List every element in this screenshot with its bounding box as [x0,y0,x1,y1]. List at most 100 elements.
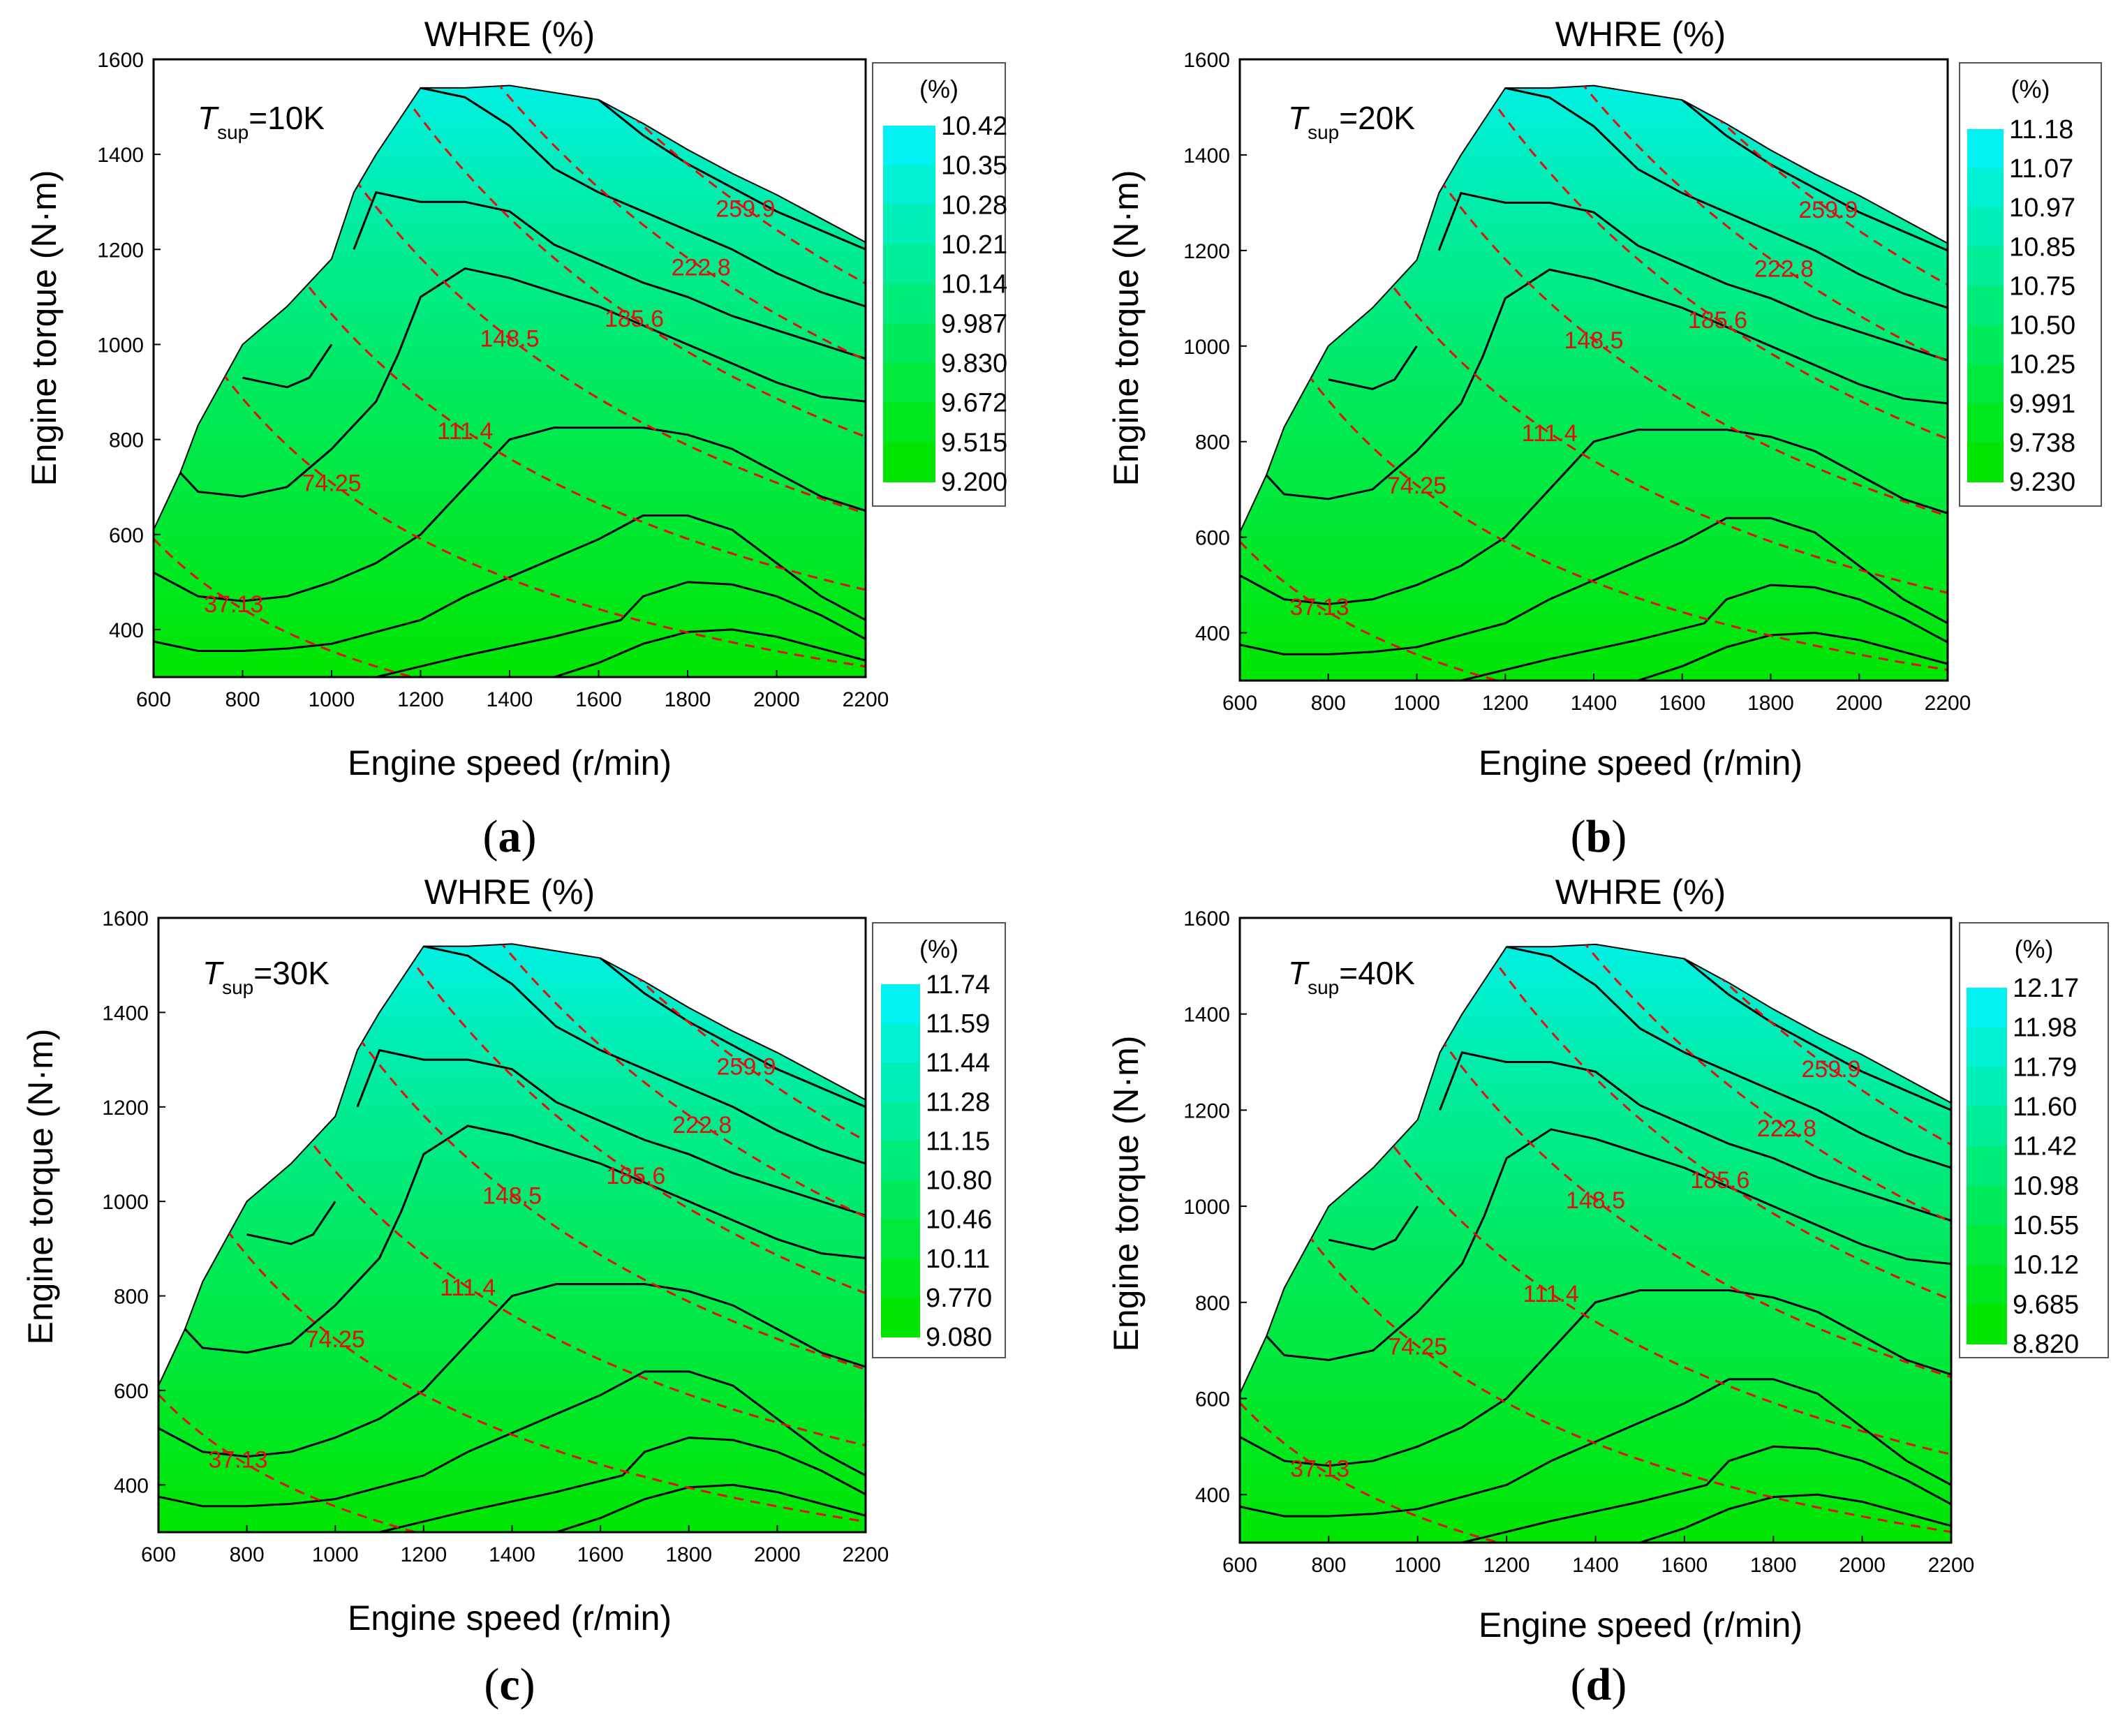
power-line [366,85,866,438]
operating-region [158,943,866,1533]
x-tick-label: 800 [1311,1554,1346,1577]
colorbar-swatch [881,1023,920,1064]
x-tick-label: 2000 [753,688,800,711]
power-line [158,1115,866,1523]
colorbar-swatch [883,323,935,364]
colorbar-swatch [1967,1145,2007,1187]
power-line-label: 37.13 [1290,1456,1349,1483]
contour-line [1266,1128,1951,1361]
x-tick-label: 800 [230,1543,265,1566]
y-tick-label: 800 [109,429,144,452]
contour-line [1462,1445,1951,1543]
x-tick-label: 2200 [1925,692,1971,715]
colorbar-level-label: 11.79 [2013,1053,2077,1082]
y-tick-label: 1600 [1183,49,1230,72]
power-line [154,258,866,668]
colorbar-level-label: 9.991 [2009,390,2075,419]
contour-line [379,1437,866,1532]
x-tick-label: 600 [141,1543,176,1566]
panel-label: (a) [483,811,537,862]
contour-line [1240,1378,1951,1518]
chart-panel-c: 259.9 222.8 185.6 148.5 111.4 74.25 37.13 600 80… [21,873,1006,1710]
y-tick-label: 1600 [97,49,144,72]
condition-label: Tsup=30K [202,955,330,998]
power-line [1452,944,1951,1301]
y-tick-label: 1000 [97,334,144,357]
power-line-label: 74.25 [302,470,361,497]
y-tick-label: 600 [1195,1388,1230,1411]
contour-line [356,1048,866,1217]
colorbar-swatch [1967,1067,2007,1107]
colorbar-swatch [1967,988,2007,1028]
y-axis-title: Engine torque (N·m) [1106,170,1146,487]
x-tick-label: 1800 [665,688,711,711]
colorbar-swatch [1967,207,2004,248]
x-tick-label: 600 [1222,692,1257,715]
contour-line [179,267,866,498]
colorbar-swatch [883,402,935,443]
x-axis-title: Engine speed (r/min) [348,1598,672,1638]
colorbar-level-label: 9.080 [926,1323,992,1352]
power-line-label: 74.25 [1387,473,1446,499]
power-line-label: 222.8 [672,255,731,281]
contour-line [242,343,333,389]
x-tick-label: 600 [136,688,171,711]
power-line-label: 222.8 [1754,255,1814,282]
x-axis-title: Engine speed (r/min) [1479,743,1802,782]
x-tick-label: 1400 [487,688,533,711]
y-tick-label: 400 [109,619,144,642]
colorbar-swatch [1967,1225,2007,1266]
power-line [464,85,866,362]
colorbar-level-label: 11.60 [2013,1092,2077,1122]
chart-panel-d: 259.9 222.8 185.6 148.5 111.4 74.25 37.13 600 80… [1106,873,2109,1710]
colorbar-level-label: 9.685 [2013,1290,2079,1319]
panel-label: (d) [1571,1659,1627,1710]
condition-label: Tsup=20K [1288,100,1415,143]
x-tick-label: 1200 [401,1543,447,1566]
y-tick-label: 1400 [1183,1004,1230,1027]
x-tick-label: 2200 [843,1543,889,1566]
x-tick-label: 1000 [309,688,355,711]
power-line [1240,258,1948,672]
x-tick-label: 1000 [1393,692,1440,715]
colorbar-level-label: 10.80 [926,1166,992,1196]
power-line [1240,1118,1951,1534]
power-line [272,944,866,1371]
power-line [1265,85,1948,594]
power-line-label: 111.4 [437,418,493,445]
contour-line [1240,429,1948,605]
colorbar-swatch [1967,1304,2007,1344]
chart-title: WHRE (%) [424,15,595,54]
colorbar-swatch [1967,285,2004,326]
colorbar-unit: (%) [919,75,958,103]
x-tick-label: 1400 [1571,692,1617,715]
y-tick-label: 800 [114,1286,149,1309]
chart-title: WHRE (%) [1555,15,1726,54]
colorbar-level-label: 10.55 [2013,1211,2079,1240]
colorbar-level-label: 11.18 [2009,115,2073,144]
colorbar-level-label: 11.44 [926,1048,990,1078]
y-tick-label: 400 [1195,1484,1230,1507]
colorbar-swatch [883,205,935,245]
contour-line [1637,632,1948,681]
colorbar-level-label: 11.15 [926,1127,990,1156]
colorbar-swatch [883,363,935,403]
power-line-label: 111.4 [1522,420,1578,447]
power-line [369,944,866,1295]
contour-line [184,1125,866,1354]
colorbar-swatch [883,283,935,325]
y-tick-label: 800 [1195,1292,1230,1315]
power-line-label: 37.13 [204,591,263,618]
colorbar-level-label: 10.25 [2009,350,2075,380]
colorbar-level-label: 10.85 [2009,232,2075,262]
power-line-label: 222.8 [672,1112,732,1138]
operating-region [1239,943,1952,1543]
power-line-label: 111.4 [440,1275,496,1301]
y-tick-label: 800 [1195,431,1230,454]
colorbar-swatch [1967,1027,2007,1068]
colorbar-swatch [1967,168,2004,209]
x-tick-label: 1400 [1572,1554,1619,1577]
colorbar-swatch [883,442,935,482]
